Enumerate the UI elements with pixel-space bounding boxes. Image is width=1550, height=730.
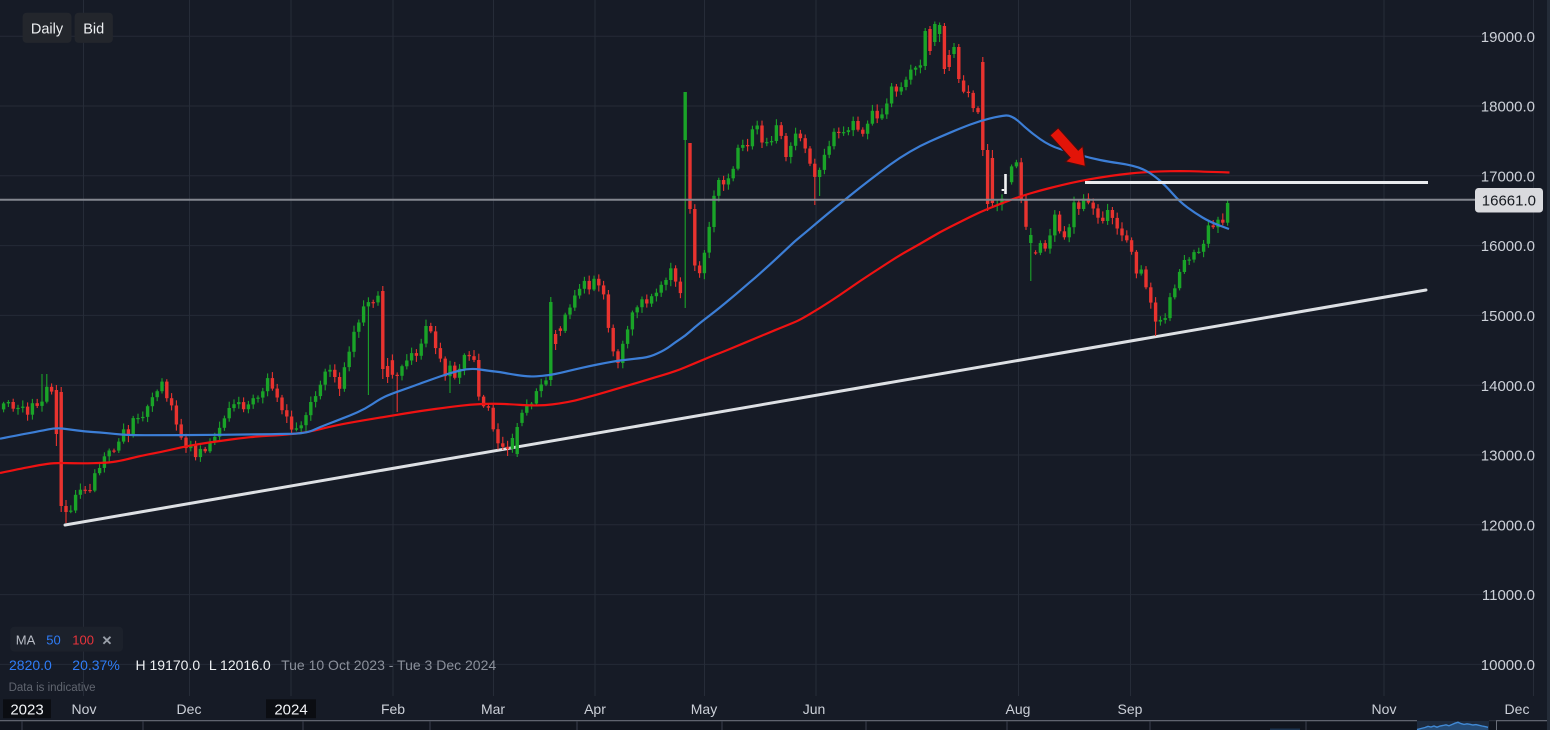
svg-text:H 19170.0: H 19170.0 — [136, 657, 201, 673]
svg-text:Aug: Aug — [1006, 701, 1031, 717]
svg-text:16000.0: 16000.0 — [1481, 238, 1535, 255]
svg-text:19000.0: 19000.0 — [1481, 29, 1535, 46]
svg-text:17000.0: 17000.0 — [1481, 168, 1535, 185]
svg-text:L 12016.0: L 12016.0 — [209, 657, 271, 673]
svg-text:Sep: Sep — [1118, 701, 1143, 717]
svg-text:May: May — [691, 701, 717, 717]
svg-text:Dec: Dec — [1505, 701, 1530, 717]
svg-text:2024: 2024 — [274, 702, 307, 719]
svg-text:Feb: Feb — [381, 701, 405, 717]
svg-text:13000.0: 13000.0 — [1481, 448, 1535, 465]
svg-text:Bid: Bid — [83, 22, 104, 38]
svg-text:MA: MA — [16, 633, 36, 648]
svg-text:11000.0: 11000.0 — [1482, 587, 1535, 604]
svg-text:18000.0: 18000.0 — [1481, 99, 1535, 116]
svg-text:50: 50 — [46, 633, 60, 648]
svg-text:Nov: Nov — [1372, 701, 1397, 717]
svg-text:20.37%: 20.37% — [72, 657, 119, 673]
svg-text:2820.0: 2820.0 — [9, 657, 52, 673]
svg-text:12000.0: 12000.0 — [1481, 517, 1535, 534]
svg-text:10000.0: 10000.0 — [1481, 657, 1535, 674]
svg-text:100: 100 — [72, 633, 94, 648]
svg-text:Data is indicative: Data is indicative — [9, 682, 96, 694]
svg-text:2023: 2023 — [10, 702, 43, 719]
svg-text:14000.0: 14000.0 — [1481, 378, 1535, 395]
svg-text:Apr: Apr — [584, 701, 606, 717]
svg-text:15000.0: 15000.0 — [1481, 308, 1535, 325]
svg-text:✕: ✕ — [102, 633, 113, 648]
svg-text:Mar: Mar — [481, 701, 505, 717]
svg-text:Jun: Jun — [803, 701, 826, 717]
svg-text:Daily: Daily — [31, 22, 64, 38]
svg-text:Nov: Nov — [72, 701, 97, 717]
svg-text:16661.0: 16661.0 — [1482, 193, 1536, 210]
svg-text:Tue 10 Oct 2023 - Tue 3 Dec 20: Tue 10 Oct 2023 - Tue 3 Dec 2024 — [281, 657, 496, 673]
svg-text:Dec: Dec — [177, 701, 202, 717]
